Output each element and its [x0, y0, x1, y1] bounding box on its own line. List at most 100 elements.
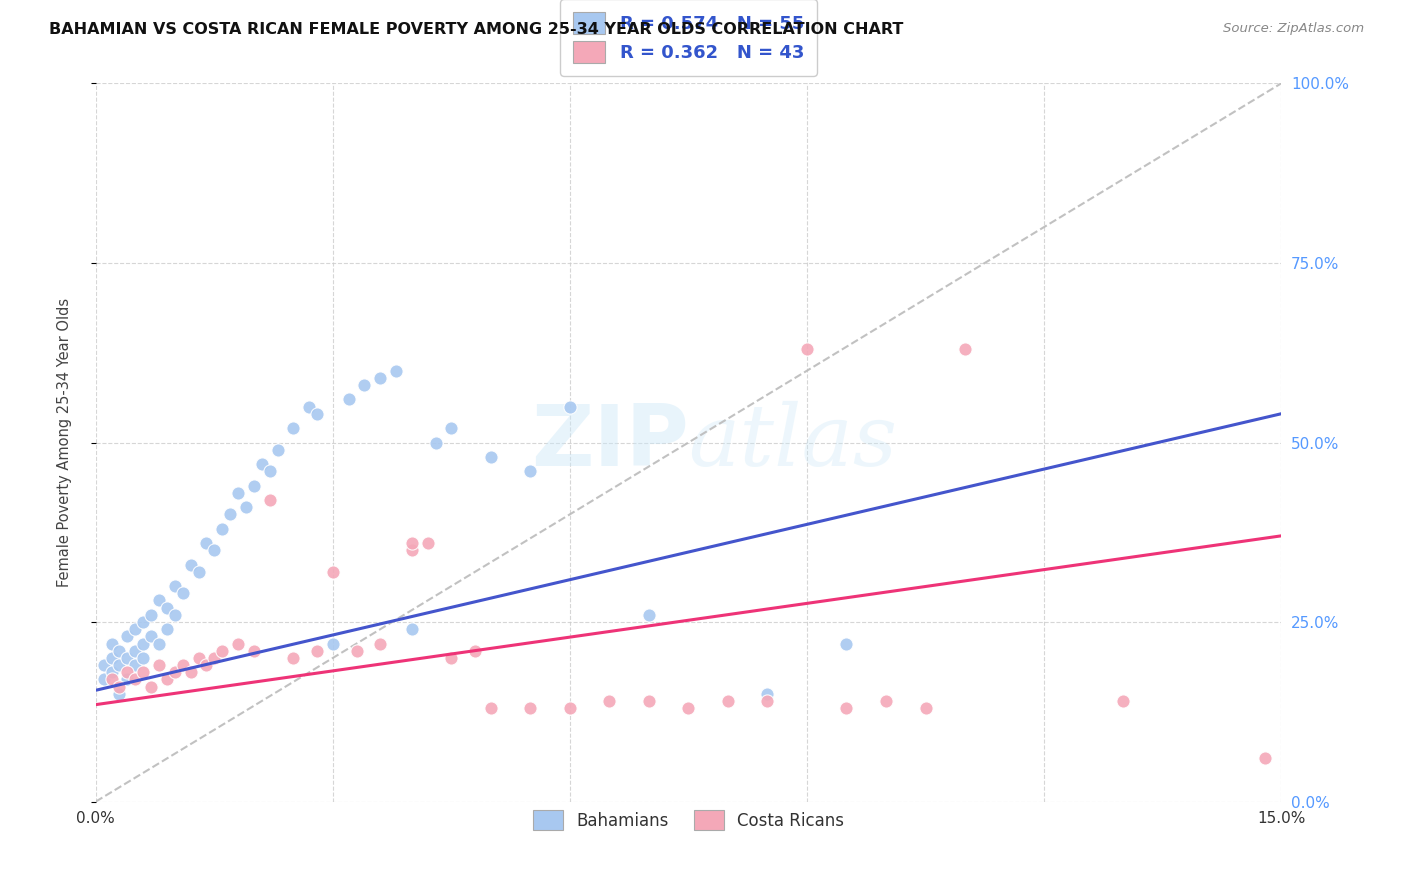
Point [93, 673, 115, 687]
Point [180, 558, 202, 572]
Point [172, 586, 194, 600]
Point [93, 658, 115, 673]
Point [108, 644, 131, 658]
Point [156, 673, 179, 687]
Point [124, 673, 146, 687]
Point [401, 536, 423, 550]
Point [479, 701, 502, 715]
Point [148, 593, 170, 607]
Point [1254, 751, 1277, 765]
Point [259, 492, 281, 507]
Point [100, 637, 122, 651]
Point [124, 622, 146, 636]
Point [163, 665, 186, 680]
Point [835, 701, 858, 715]
Point [717, 694, 740, 708]
Point [124, 644, 146, 658]
Point [558, 400, 581, 414]
Point [117, 629, 139, 643]
Point [558, 701, 581, 715]
Point [148, 658, 170, 673]
Point [440, 421, 463, 435]
Point [914, 701, 936, 715]
Point [353, 378, 375, 392]
Point [132, 615, 155, 629]
Point [148, 637, 170, 651]
Point [219, 508, 242, 522]
Point [368, 371, 391, 385]
Point [124, 658, 146, 673]
Point [337, 392, 360, 407]
Point [322, 637, 344, 651]
Point [202, 651, 225, 665]
Point [298, 400, 321, 414]
Point [953, 342, 976, 356]
Point [139, 607, 162, 622]
Point [172, 658, 194, 673]
Text: ZIP: ZIP [530, 401, 689, 484]
Point [796, 342, 818, 356]
Point [305, 644, 328, 658]
Point [132, 665, 155, 680]
Point [163, 579, 186, 593]
Point [180, 665, 202, 680]
Point [100, 673, 122, 687]
Point [598, 694, 620, 708]
Point [440, 651, 463, 665]
Point [100, 665, 122, 680]
Point [132, 651, 155, 665]
Point [243, 478, 266, 492]
Point [195, 658, 218, 673]
Point [464, 644, 486, 658]
Point [368, 637, 391, 651]
Point [195, 536, 218, 550]
Point [266, 442, 288, 457]
Point [139, 680, 162, 694]
Point [117, 665, 139, 680]
Point [132, 637, 155, 651]
Point [235, 500, 257, 515]
Point [401, 622, 423, 636]
Point [638, 607, 661, 622]
Text: atlas: atlas [689, 401, 897, 483]
Point [346, 644, 368, 658]
Point [283, 651, 305, 665]
Point [108, 687, 131, 701]
Point [425, 435, 447, 450]
Point [226, 637, 249, 651]
Point [211, 644, 233, 658]
Point [187, 651, 209, 665]
Point [416, 536, 439, 550]
Y-axis label: Female Poverty Among 25-34 Year Olds: Female Poverty Among 25-34 Year Olds [58, 298, 72, 587]
Point [519, 464, 541, 478]
Point [1112, 694, 1135, 708]
Point [479, 450, 502, 464]
Point [156, 622, 179, 636]
Point [202, 543, 225, 558]
Point [385, 364, 408, 378]
Point [211, 522, 233, 536]
Text: BAHAMIAN VS COSTA RICAN FEMALE POVERTY AMONG 25-34 YEAR OLDS CORRELATION CHART: BAHAMIAN VS COSTA RICAN FEMALE POVERTY A… [49, 22, 904, 37]
Point [401, 543, 423, 558]
Point [250, 457, 273, 471]
Point [835, 637, 858, 651]
Point [108, 658, 131, 673]
Point [117, 673, 139, 687]
Point [156, 600, 179, 615]
Point [283, 421, 305, 435]
Point [259, 464, 281, 478]
Point [305, 407, 328, 421]
Legend: Bahamians, Costa Ricans: Bahamians, Costa Ricans [520, 797, 858, 844]
Point [243, 644, 266, 658]
Point [638, 694, 661, 708]
Point [139, 629, 162, 643]
Point [108, 680, 131, 694]
Point [100, 651, 122, 665]
Text: Source: ZipAtlas.com: Source: ZipAtlas.com [1223, 22, 1364, 36]
Point [187, 565, 209, 579]
Point [519, 701, 541, 715]
Point [226, 485, 249, 500]
Point [756, 694, 779, 708]
Point [117, 651, 139, 665]
Point [163, 607, 186, 622]
